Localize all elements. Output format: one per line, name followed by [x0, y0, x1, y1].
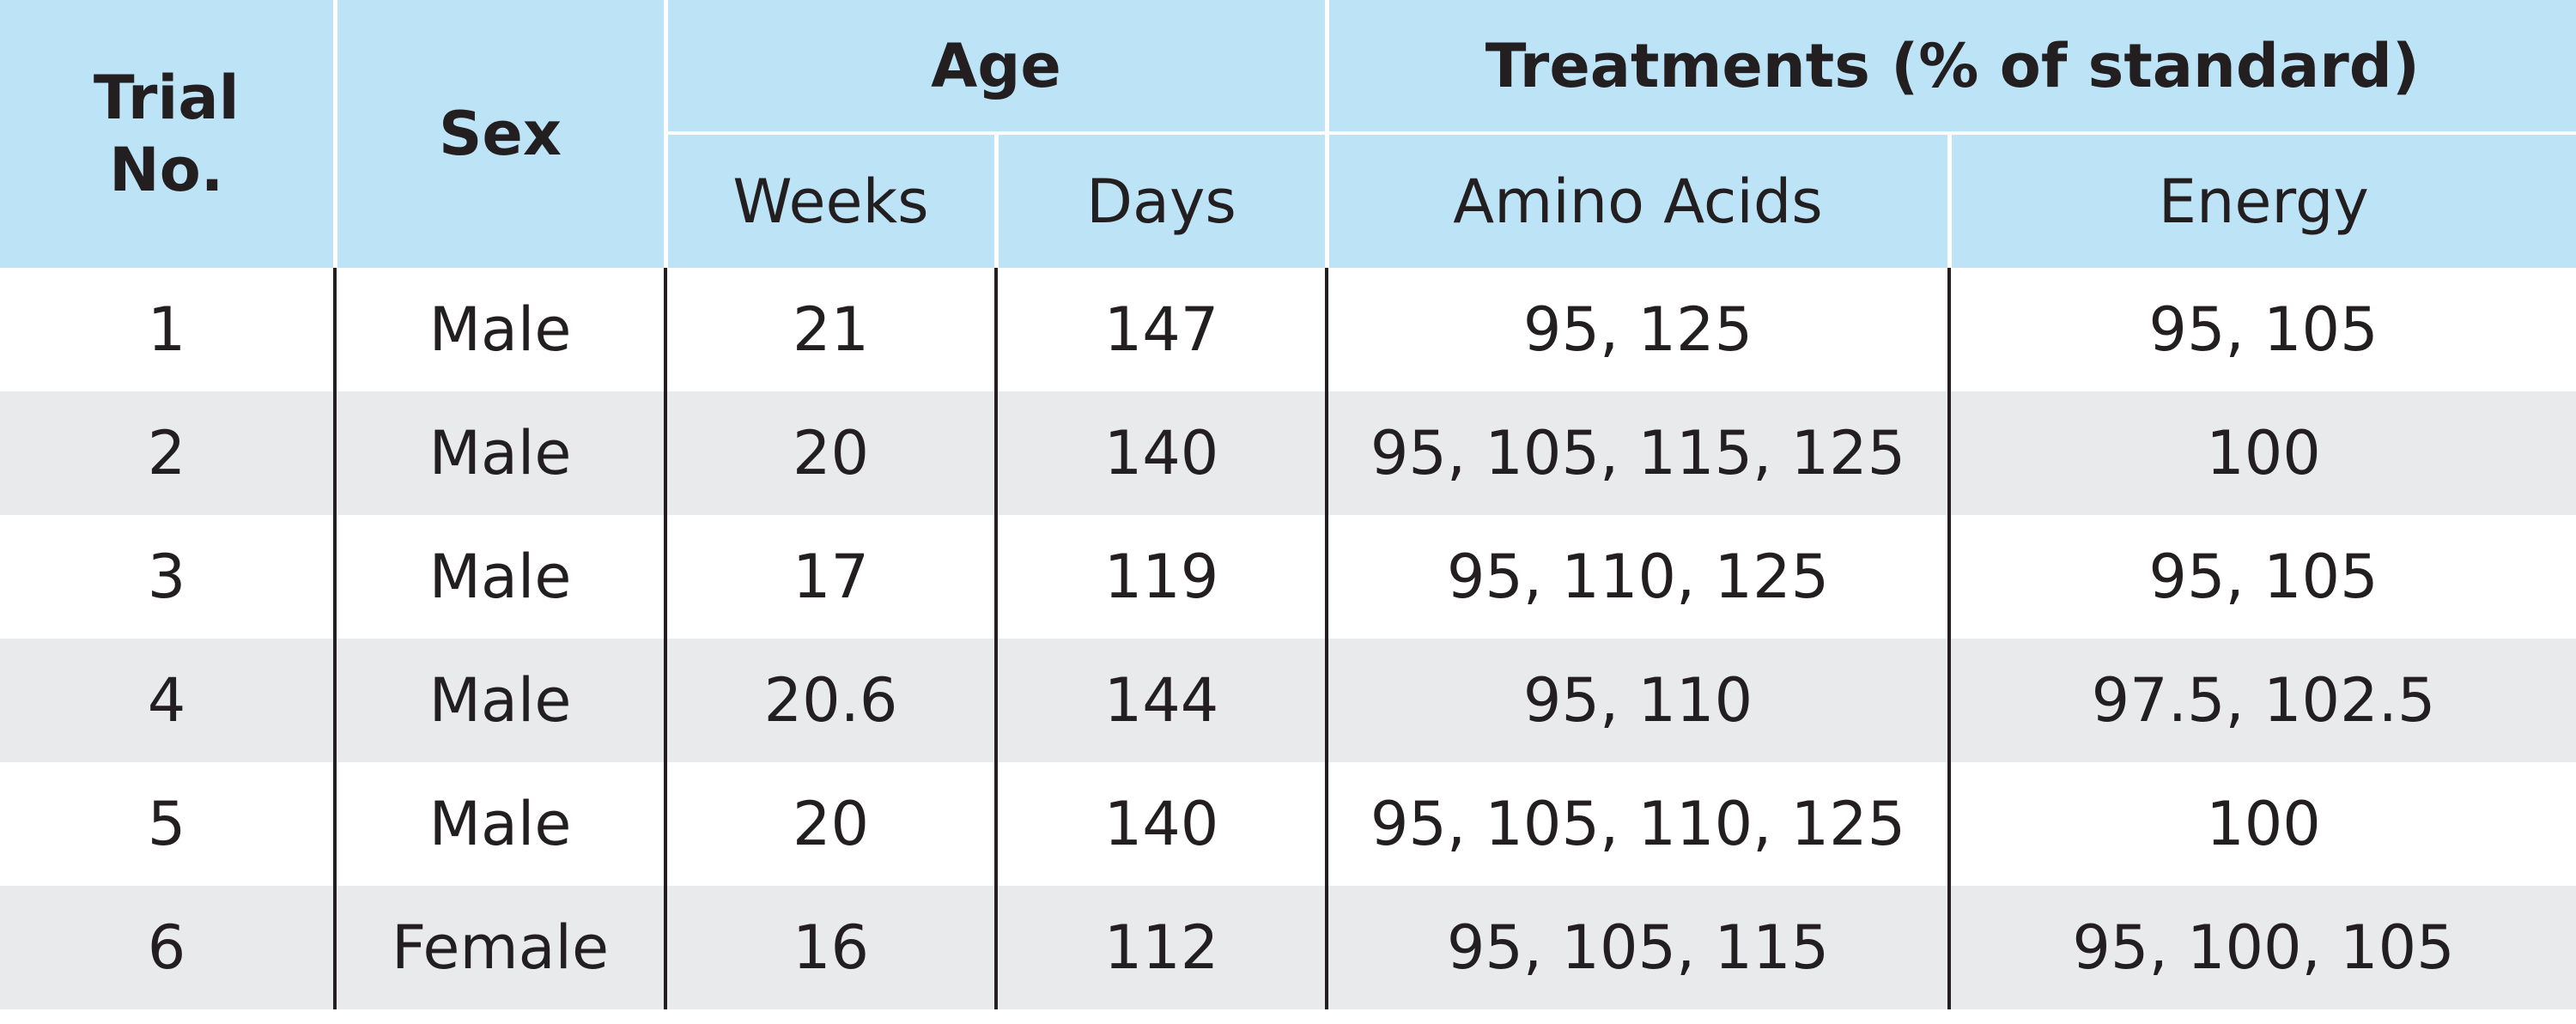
cell-amino: 95, 105, 115, 125 [1325, 391, 1950, 515]
cell-weeks: 21 [664, 268, 996, 391]
cell-days: 144 [993, 639, 1327, 762]
cell-energy: 95, 105 [1947, 515, 2576, 639]
cell-amino: 95, 110 [1325, 639, 1950, 762]
header-amino-acids: Amino Acids [1324, 133, 1950, 268]
cell-sex: Male [333, 639, 665, 762]
header-days: Days [993, 133, 1327, 268]
cell-amino: 95, 125 [1325, 268, 1950, 391]
cell-trial: 4 [0, 639, 335, 762]
header-age: Age [663, 0, 1327, 135]
cell-sex: Female [333, 886, 665, 1009]
table-row: 6 Female 16 112 95, 105, 115 95, 100, 10… [0, 886, 2576, 1009]
header-weeks: Weeks [663, 133, 996, 268]
cell-weeks: 20.6 [664, 639, 996, 762]
header-trial-no: Trial No. [0, 0, 335, 268]
cell-days: 119 [993, 515, 1327, 639]
header-sex: Sex [332, 0, 665, 268]
cell-trial: 6 [0, 886, 335, 1009]
cell-days: 147 [993, 268, 1327, 391]
cell-trial: 2 [0, 391, 335, 515]
header-energy: Energy [1947, 133, 2576, 268]
table-row: 1 Male 21 147 95, 125 95, 105 [0, 268, 2576, 391]
cell-amino: 95, 110, 125 [1325, 515, 1950, 639]
cell-sex: Male [333, 762, 665, 886]
cell-amino: 95, 105, 115 [1325, 886, 1950, 1009]
header-treatments: Treatments (% of standard) [1324, 0, 2576, 135]
cell-sex: Male [333, 268, 665, 391]
cell-weeks: 16 [664, 886, 996, 1009]
cell-trial: 3 [0, 515, 335, 639]
cell-energy: 95, 100, 105 [1947, 886, 2576, 1009]
cell-energy: 97.5, 102.5 [1947, 639, 2576, 762]
cell-energy: 100 [1947, 762, 2576, 886]
cell-weeks: 20 [664, 391, 996, 515]
table-header: Trial No. Sex Age Treatments (% of stand… [0, 0, 2576, 268]
table-body: 1 Male 21 147 95, 125 95, 105 2 Male 20 … [0, 268, 2576, 1009]
cell-weeks: 20 [664, 762, 996, 886]
cell-days: 112 [993, 886, 1327, 1009]
table-row: 4 Male 20.6 144 95, 110 97.5, 102.5 [0, 639, 2576, 762]
table-row: 5 Male 20 140 95, 105, 110, 125 100 [0, 762, 2576, 886]
cell-sex: Male [333, 391, 665, 515]
table-row: 3 Male 17 119 95, 110, 125 95, 105 [0, 515, 2576, 639]
cell-trial: 5 [0, 762, 335, 886]
cell-sex: Male [333, 515, 665, 639]
cell-energy: 95, 105 [1947, 268, 2576, 391]
cell-trial: 1 [0, 268, 335, 391]
cell-weeks: 17 [664, 515, 996, 639]
table-row: 2 Male 20 140 95, 105, 115, 125 100 [0, 391, 2576, 515]
cell-energy: 100 [1947, 391, 2576, 515]
cell-days: 140 [993, 762, 1327, 886]
cell-days: 140 [993, 391, 1327, 515]
cell-amino: 95, 105, 110, 125 [1325, 762, 1950, 886]
